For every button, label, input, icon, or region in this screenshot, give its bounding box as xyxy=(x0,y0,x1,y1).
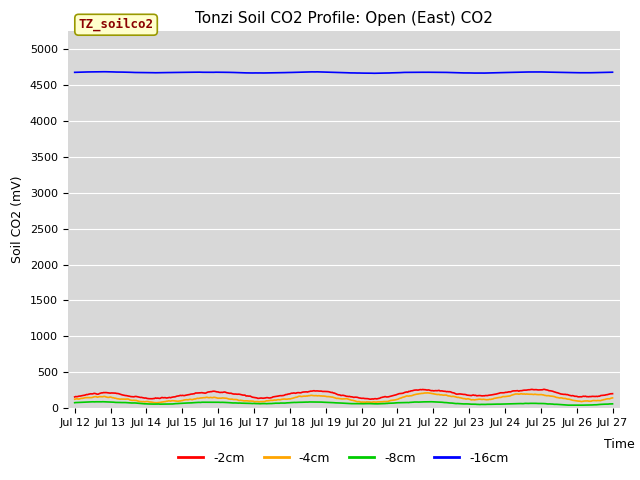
-2cm xyxy=(513,388,520,394)
-2cm xyxy=(326,389,334,395)
-8cm xyxy=(71,400,79,406)
-2cm xyxy=(366,396,374,402)
-2cm xyxy=(71,394,79,400)
-16cm xyxy=(363,70,371,76)
-16cm xyxy=(71,70,79,75)
-4cm xyxy=(598,397,605,403)
-8cm xyxy=(328,400,335,406)
-16cm xyxy=(331,70,339,75)
-8cm xyxy=(392,400,400,406)
Line: -16cm: -16cm xyxy=(75,72,612,73)
-8cm xyxy=(101,399,109,405)
Line: -2cm: -2cm xyxy=(75,389,612,399)
-8cm xyxy=(513,401,520,407)
-4cm xyxy=(392,397,400,403)
X-axis label: Time: Time xyxy=(604,438,635,451)
-4cm xyxy=(609,395,616,401)
Line: -4cm: -4cm xyxy=(75,393,612,403)
-2cm xyxy=(392,392,400,398)
-2cm xyxy=(540,386,547,392)
-4cm xyxy=(328,394,335,400)
Legend: -2cm, -4cm, -8cm, -16cm: -2cm, -4cm, -8cm, -16cm xyxy=(173,446,514,469)
-16cm xyxy=(598,70,605,75)
-8cm xyxy=(363,401,371,407)
-2cm xyxy=(330,390,337,396)
-16cm xyxy=(393,70,401,75)
-16cm xyxy=(371,71,378,76)
Y-axis label: Soil CO2 (mV): Soil CO2 (mV) xyxy=(11,176,24,264)
-4cm xyxy=(153,400,161,406)
-8cm xyxy=(331,400,339,406)
-16cm xyxy=(514,69,522,75)
Line: -8cm: -8cm xyxy=(75,402,612,405)
Title: Tonzi Soil CO2 Profile: Open (East) CO2: Tonzi Soil CO2 Profile: Open (East) CO2 xyxy=(195,11,493,26)
-16cm xyxy=(328,70,335,75)
Text: TZ_soilco2: TZ_soilco2 xyxy=(79,18,154,32)
-8cm xyxy=(598,401,605,407)
-2cm xyxy=(598,393,605,398)
-4cm xyxy=(423,390,431,396)
-4cm xyxy=(514,391,522,397)
-8cm xyxy=(573,402,581,408)
-4cm xyxy=(71,396,79,402)
-4cm xyxy=(331,395,339,401)
-2cm xyxy=(362,396,369,401)
-2cm xyxy=(609,391,616,396)
-8cm xyxy=(609,401,616,407)
-16cm xyxy=(609,69,616,75)
-4cm xyxy=(363,399,371,405)
-16cm xyxy=(99,69,106,74)
